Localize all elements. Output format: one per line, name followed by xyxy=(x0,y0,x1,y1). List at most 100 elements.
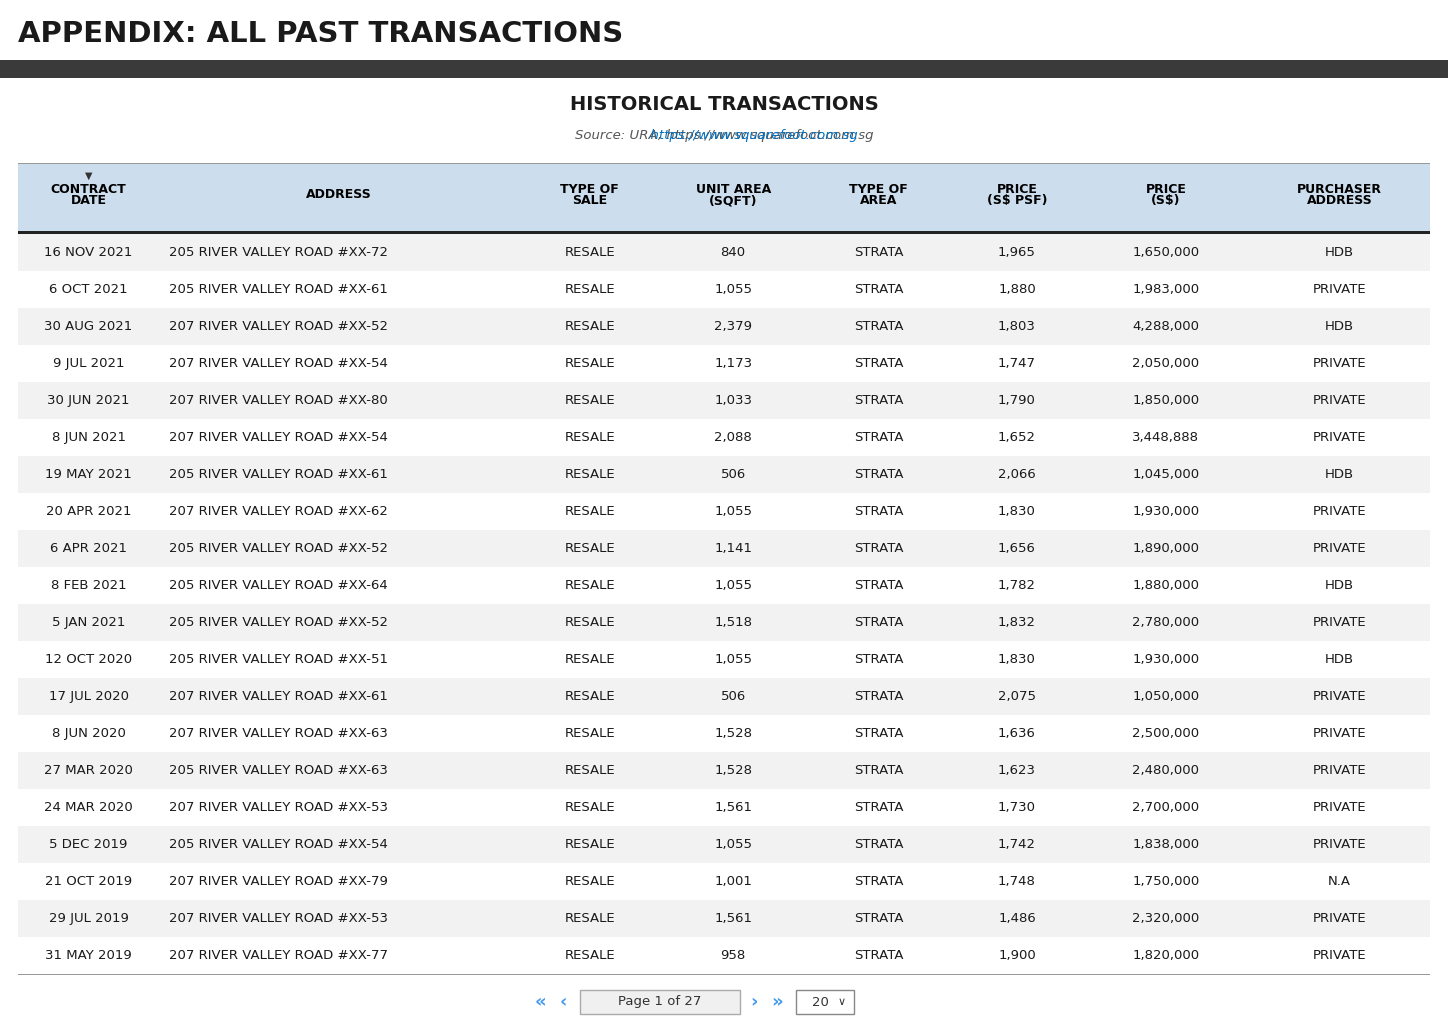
Text: HISTORICAL TRANSACTIONS: HISTORICAL TRANSACTIONS xyxy=(569,95,879,115)
Text: 31 MAY 2019: 31 MAY 2019 xyxy=(45,949,132,962)
Text: STRATA: STRATA xyxy=(854,431,904,444)
Text: PRIVATE: PRIVATE xyxy=(1313,801,1367,814)
Text: HDB: HDB xyxy=(1325,579,1354,592)
Bar xyxy=(17,752,1431,790)
Text: ‹: ‹ xyxy=(559,993,566,1011)
Text: RESALE: RESALE xyxy=(565,579,615,592)
Text: 1,623: 1,623 xyxy=(998,764,1035,777)
Text: ›: › xyxy=(750,993,757,1011)
Text: 2,480,000: 2,480,000 xyxy=(1132,764,1199,777)
Text: 1,055: 1,055 xyxy=(714,579,752,592)
Text: 205 RIVER VALLEY ROAD #XX-54: 205 RIVER VALLEY ROAD #XX-54 xyxy=(169,838,388,851)
Text: 1,055: 1,055 xyxy=(714,283,752,296)
Bar xyxy=(17,604,1431,641)
Text: 205 RIVER VALLEY ROAD #XX-51: 205 RIVER VALLEY ROAD #XX-51 xyxy=(169,653,388,666)
Text: 1,656: 1,656 xyxy=(998,542,1035,555)
Text: 6 APR 2021: 6 APR 2021 xyxy=(51,542,127,555)
Text: 958: 958 xyxy=(721,949,746,962)
Text: PRIVATE: PRIVATE xyxy=(1313,838,1367,851)
Text: 1,528: 1,528 xyxy=(714,764,752,777)
Text: RESALE: RESALE xyxy=(565,246,615,259)
Bar xyxy=(17,900,1431,937)
Text: 1,055: 1,055 xyxy=(714,505,752,518)
Text: 1,742: 1,742 xyxy=(998,838,1035,851)
Text: 205 RIVER VALLEY ROAD #XX-63: 205 RIVER VALLEY ROAD #XX-63 xyxy=(169,764,388,777)
Text: 1,880,000: 1,880,000 xyxy=(1132,579,1199,592)
Text: 20: 20 xyxy=(812,995,828,1009)
Text: 8 JUN 2020: 8 JUN 2020 xyxy=(52,727,126,740)
Text: 1,830: 1,830 xyxy=(998,653,1035,666)
Bar xyxy=(17,163,1431,231)
Text: 30 AUG 2021: 30 AUG 2021 xyxy=(45,319,133,333)
Text: 207 RIVER VALLEY ROAD #XX-63: 207 RIVER VALLEY ROAD #XX-63 xyxy=(169,727,388,740)
Text: STRATA: STRATA xyxy=(854,874,904,888)
Text: 207 RIVER VALLEY ROAD #XX-62: 207 RIVER VALLEY ROAD #XX-62 xyxy=(169,505,388,518)
Text: RESALE: RESALE xyxy=(565,542,615,555)
Text: 207 RIVER VALLEY ROAD #XX-79: 207 RIVER VALLEY ROAD #XX-79 xyxy=(169,874,388,888)
Bar xyxy=(17,863,1431,900)
Text: 5 DEC 2019: 5 DEC 2019 xyxy=(49,838,127,851)
Text: RESALE: RESALE xyxy=(565,764,615,777)
Text: 6 OCT 2021: 6 OCT 2021 xyxy=(49,283,127,296)
Text: PRIVATE: PRIVATE xyxy=(1313,764,1367,777)
Text: 205 RIVER VALLEY ROAD #XX-72: 205 RIVER VALLEY ROAD #XX-72 xyxy=(169,246,388,259)
Text: 1,518: 1,518 xyxy=(714,616,752,629)
Text: STRATA: STRATA xyxy=(854,505,904,518)
Text: HDB: HDB xyxy=(1325,319,1354,333)
Text: RESALE: RESALE xyxy=(565,319,615,333)
Text: 1,652: 1,652 xyxy=(998,431,1035,444)
Text: PRIVATE: PRIVATE xyxy=(1313,505,1367,518)
Text: 1,730: 1,730 xyxy=(998,801,1035,814)
Text: RESALE: RESALE xyxy=(565,912,615,925)
Bar xyxy=(17,419,1431,456)
Text: PRIVATE: PRIVATE xyxy=(1313,690,1367,703)
Text: 207 RIVER VALLEY ROAD #XX-53: 207 RIVER VALLEY ROAD #XX-53 xyxy=(169,912,388,925)
Text: 207 RIVER VALLEY ROAD #XX-53: 207 RIVER VALLEY ROAD #XX-53 xyxy=(169,801,388,814)
Text: 1,748: 1,748 xyxy=(998,874,1035,888)
Text: RESALE: RESALE xyxy=(565,431,615,444)
Text: 1,983,000: 1,983,000 xyxy=(1132,283,1199,296)
Text: 1,850,000: 1,850,000 xyxy=(1132,394,1199,407)
Text: 29 JUL 2019: 29 JUL 2019 xyxy=(49,912,129,925)
Bar xyxy=(17,234,1431,271)
Text: HDB: HDB xyxy=(1325,468,1354,481)
Text: 2,320,000: 2,320,000 xyxy=(1132,912,1199,925)
Text: PRIVATE: PRIVATE xyxy=(1313,727,1367,740)
Text: 1,965: 1,965 xyxy=(998,246,1035,259)
Text: 24 MAR 2020: 24 MAR 2020 xyxy=(45,801,133,814)
Text: STRATA: STRATA xyxy=(854,616,904,629)
Text: »: » xyxy=(772,993,783,1011)
Text: PRIVATE: PRIVATE xyxy=(1313,431,1367,444)
Text: HDB: HDB xyxy=(1325,653,1354,666)
Text: 205 RIVER VALLEY ROAD #XX-52: 205 RIVER VALLEY ROAD #XX-52 xyxy=(169,616,388,629)
Text: (S$): (S$) xyxy=(1151,194,1180,207)
Text: 1,050,000: 1,050,000 xyxy=(1132,690,1199,703)
Bar xyxy=(0,60,1448,78)
Text: 840: 840 xyxy=(721,246,746,259)
Text: 1,141: 1,141 xyxy=(714,542,752,555)
Text: RESALE: RESALE xyxy=(565,690,615,703)
Text: 205 RIVER VALLEY ROAD #XX-64: 205 RIVER VALLEY ROAD #XX-64 xyxy=(169,579,388,592)
Text: «: « xyxy=(534,993,546,1011)
Text: RESALE: RESALE xyxy=(565,616,615,629)
Text: STRATA: STRATA xyxy=(854,283,904,296)
Text: 19 MAY 2021: 19 MAY 2021 xyxy=(45,468,132,481)
Text: PRIVATE: PRIVATE xyxy=(1313,949,1367,962)
Text: STRATA: STRATA xyxy=(854,949,904,962)
Text: 9 JUL 2021: 9 JUL 2021 xyxy=(52,357,125,370)
Text: PRIVATE: PRIVATE xyxy=(1313,616,1367,629)
Text: (S$ PSF): (S$ PSF) xyxy=(986,194,1047,207)
Text: 4,288,000: 4,288,000 xyxy=(1132,319,1199,333)
Text: TYPE OF: TYPE OF xyxy=(849,183,908,196)
Text: 12 OCT 2020: 12 OCT 2020 xyxy=(45,653,132,666)
Text: 1,820,000: 1,820,000 xyxy=(1132,949,1199,962)
Text: 506: 506 xyxy=(721,690,746,703)
Text: STRATA: STRATA xyxy=(854,468,904,481)
Text: 207 RIVER VALLEY ROAD #XX-52: 207 RIVER VALLEY ROAD #XX-52 xyxy=(169,319,388,333)
Text: 1,790: 1,790 xyxy=(998,394,1035,407)
Text: 207 RIVER VALLEY ROAD #XX-54: 207 RIVER VALLEY ROAD #XX-54 xyxy=(169,431,388,444)
Text: 205 RIVER VALLEY ROAD #XX-52: 205 RIVER VALLEY ROAD #XX-52 xyxy=(169,542,388,555)
Text: 30 JUN 2021: 30 JUN 2021 xyxy=(48,394,130,407)
Text: 2,088: 2,088 xyxy=(714,431,752,444)
Text: UNIT AREA: UNIT AREA xyxy=(695,183,770,196)
